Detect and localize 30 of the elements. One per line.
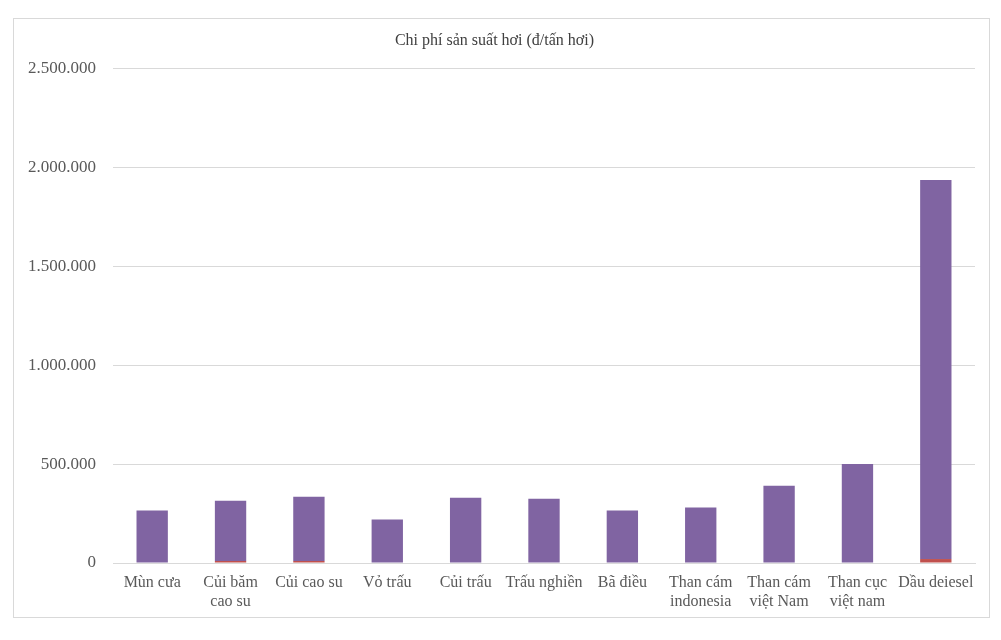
y-tick-label: 2.500.000 (28, 57, 96, 77)
bar (920, 180, 952, 560)
bar (214, 500, 247, 562)
x-tick-label: Mùn cưa (123, 573, 181, 591)
bar (528, 498, 560, 563)
chart-title: Chi phí sản suất hơi (đ/tấn hơi) (394, 30, 595, 49)
bar (920, 559, 952, 563)
x-tick-label: Củi băm cao su (203, 573, 259, 609)
bar (841, 464, 874, 563)
bar (763, 485, 795, 563)
x-tick-label: Trấu nghiền (505, 573, 583, 592)
y-tick-label: 0 (87, 552, 96, 572)
y-tick-label: 2.000.000 (28, 156, 96, 176)
x-tick-label: Than cục việt nam (827, 573, 887, 609)
bar (136, 510, 168, 563)
y-tick-label: 500.000 (40, 453, 96, 473)
x-tick-label: Than cám indonesia (668, 573, 734, 609)
x-tick-label: Vỏ trấu (363, 573, 412, 591)
bar (449, 497, 482, 563)
x-tick-label: Củi cao su (275, 573, 343, 591)
bar (293, 496, 325, 562)
bar (606, 510, 639, 563)
bar (685, 507, 717, 563)
x-tick-label: Củi trấu (439, 573, 492, 591)
x-tick-label: Than cám việt Nam (747, 573, 812, 609)
x-tick-label: Dầu deiesel (898, 573, 974, 591)
y-tick-label: 1.000.000 (28, 354, 96, 374)
y-tick-label: 1.500.000 (28, 255, 96, 275)
bar (371, 519, 403, 563)
x-tick-label: Bã điều (597, 573, 648, 591)
